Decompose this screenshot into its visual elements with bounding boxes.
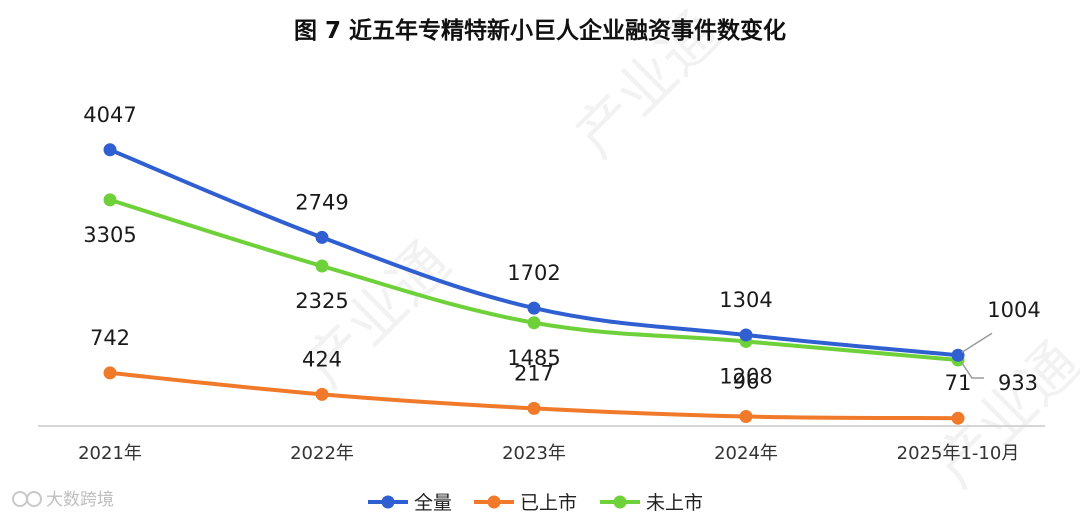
x-tick-label: 2021年	[78, 443, 142, 464]
x-tick-label: 2025年1-10月	[897, 443, 1020, 464]
legend-swatch-dot	[381, 495, 395, 509]
x-tick-labels: 2021年 2022年 2023年 2024年 2025年1-10月	[78, 443, 1019, 464]
data-label: 2325	[295, 289, 348, 313]
data-point	[103, 193, 117, 207]
watermark: 产业通 产业通 产业通	[292, 0, 1080, 500]
data-point	[739, 410, 753, 424]
legend-item: 未上市	[600, 492, 703, 514]
legend-label: 已上市	[520, 492, 577, 514]
data-point	[527, 401, 541, 415]
series-layer	[103, 143, 965, 425]
data-point	[527, 301, 541, 315]
data-label: 933	[998, 371, 1038, 395]
data-point	[103, 366, 117, 380]
data-point	[315, 259, 329, 273]
data-label: 1004	[987, 298, 1040, 322]
legend-item: 全量	[368, 492, 452, 514]
series-1	[103, 366, 965, 425]
legend-swatch-dot	[613, 495, 627, 509]
legend-label: 未上市	[646, 492, 703, 514]
data-point	[527, 316, 541, 330]
data-label: 3305	[83, 223, 136, 247]
data-label: 2749	[295, 190, 348, 214]
x-tick-label: 2022年	[290, 443, 354, 464]
label-leader-line	[961, 362, 984, 379]
data-labels-layer: 742 424 217 96 71 3305 2325 1485 1208 933 4047 2749…	[83, 103, 1040, 395]
data-point	[739, 328, 753, 342]
brand-logo-icon	[26, 491, 42, 507]
data-point	[315, 230, 329, 244]
chart-title: 图 7 近五年专精特新小巨人企业融资事件数变化	[294, 17, 786, 44]
data-label: 1485	[507, 346, 560, 370]
watermark-text: 产业通	[292, 229, 463, 400]
data-label: 1304	[719, 288, 772, 312]
data-point	[103, 143, 117, 157]
legend: 全量 已上市 未上市	[368, 492, 703, 514]
data-point	[315, 387, 329, 401]
brand-text: 大数跨境	[46, 490, 114, 510]
data-label: 424	[302, 347, 342, 371]
series-0	[103, 143, 965, 362]
data-label: 1702	[507, 261, 560, 285]
legend-item: 已上市	[474, 492, 577, 514]
data-label: 96	[733, 370, 760, 394]
data-point	[951, 348, 965, 362]
x-tick-label: 2023年	[502, 443, 566, 464]
data-label: 742	[90, 326, 130, 350]
brand-logo-icon	[12, 491, 28, 507]
data-label: 1208	[719, 364, 772, 388]
data-label: 217	[514, 361, 554, 385]
data-point	[951, 411, 965, 425]
x-tick-label: 2024年	[714, 443, 778, 464]
data-label: 71	[945, 371, 972, 395]
legend-label: 全量	[414, 492, 452, 514]
label-leader-line	[961, 332, 993, 353]
legend-swatch-dot	[487, 495, 501, 509]
data-label: 4047	[83, 103, 136, 127]
brand-logo: 大数跨境	[12, 490, 114, 510]
